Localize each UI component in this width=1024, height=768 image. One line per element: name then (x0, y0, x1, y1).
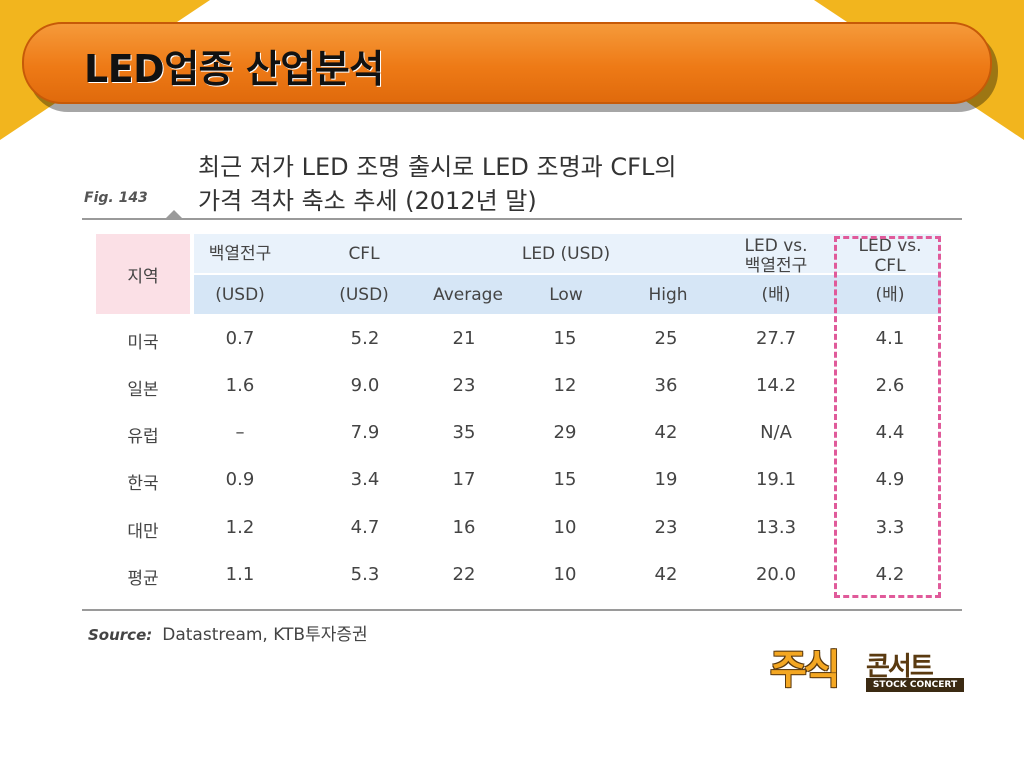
cell-incandescent: 0.7 (225, 328, 255, 349)
header-row-1 (194, 234, 941, 273)
cell-incandescent: 1.2 (225, 517, 255, 538)
cell-incandescent: – (235, 422, 245, 443)
cell-cfl: 9.0 (350, 375, 380, 396)
figure-title-line-2: 가격 격차 축소 추세 (2012년 말) (198, 187, 537, 215)
cell-led-low: 10 (553, 517, 577, 538)
cell-led-average: 16 (452, 517, 476, 538)
header-led-vs-incandescent-unit: (배) (761, 285, 791, 305)
title-banner: LED업종 산업분석 (22, 22, 992, 104)
cell-led-vs-cfl: 4.9 (875, 469, 905, 490)
cell-led-vs-incandescent: 20.0 (755, 564, 797, 585)
cell-cfl: 3.4 (350, 469, 380, 490)
cell-led-vs-cfl: 2.6 (875, 375, 905, 396)
header-region: 지역 (96, 234, 190, 314)
cell-led-average: 17 (452, 469, 476, 490)
cell-led-high: 42 (654, 564, 678, 585)
header-led-average: Average (433, 285, 503, 305)
source-note: Source: Datastream, KTB투자증권 (88, 620, 368, 645)
cell-led-high: 42 (654, 422, 678, 443)
stock-concert-logo: 주식 콘서트 STOCK CONCERT (770, 644, 964, 696)
cell-led-vs-cfl: 4.4 (875, 422, 905, 443)
cell-led-high: 25 (654, 328, 678, 349)
header-led-vs-cfl-unit: (배) (875, 285, 905, 305)
header-incandescent-unit: (USD) (215, 285, 265, 305)
table-top-rule (82, 218, 962, 220)
table-bottom-rule (82, 609, 962, 611)
cell-incandescent: 1.6 (225, 375, 255, 396)
cell-led-low: 15 (553, 469, 577, 490)
cell-led-average: 22 (452, 564, 476, 585)
row-region: 대만 (127, 522, 159, 542)
slide-title: LED업종 산업분석 (84, 47, 384, 91)
table-row: 평균 1.1 5.3 22 10 42 20.0 4.2 (96, 564, 941, 589)
table-row: 대만 1.2 4.7 16 10 23 13.3 3.3 (96, 517, 941, 542)
cell-led-low: 12 (553, 375, 577, 396)
logo-small-text: 콘서트 (866, 652, 934, 682)
cell-incandescent: 1.1 (225, 564, 255, 585)
header-incandescent: 백열전구 (208, 244, 272, 264)
row-region: 한국 (127, 474, 159, 494)
cell-cfl: 7.9 (350, 422, 380, 443)
header-led-vs-incandescent-line-2: 백열전구 (744, 256, 808, 276)
cell-led-vs-incandescent: 19.1 (755, 469, 797, 490)
header-led-vs-cfl: LED vs. CFL (842, 236, 938, 276)
header-led-vs-cfl-line-1: LED vs. (858, 236, 922, 256)
header-row-2 (194, 275, 941, 314)
header-led-high: High (648, 285, 688, 305)
cell-led-vs-incandescent: 13.3 (755, 517, 797, 538)
source-text: Datastream, KTB투자증권 (162, 625, 368, 645)
cell-led-vs-cfl: 4.1 (875, 328, 905, 349)
figure-title: 최근 저가 LED 조명 출시로 LED 조명과 CFL의 가격 격차 축소 추… (198, 150, 918, 218)
cell-led-vs-incandescent: 27.7 (755, 328, 797, 349)
figure-title-line-1: 최근 저가 LED 조명 출시로 LED 조명과 CFL의 (198, 153, 677, 181)
row-region: 유럽 (127, 427, 159, 447)
led-vs-cfl-highlight-box (834, 236, 941, 598)
header-led-group: LED (USD) (521, 244, 611, 264)
table-row: 일본 1.6 9.0 23 12 36 14.2 2.6 (96, 375, 941, 400)
row-region: 미국 (127, 333, 159, 353)
cell-led-vs-cfl: 4.2 (875, 564, 905, 585)
figure-label-notch (166, 210, 182, 218)
source-label: Source: (88, 626, 153, 644)
logo-big-text: 주식 (770, 647, 841, 693)
table-row: 미국 0.7 5.2 21 15 25 27.7 4.1 (96, 328, 941, 353)
logo-subtitle: STOCK CONCERT (866, 678, 964, 692)
cell-incandescent: 0.9 (225, 469, 255, 490)
cell-led-average: 35 (452, 422, 476, 443)
cell-led-average: 21 (452, 328, 476, 349)
cell-cfl: 4.7 (350, 517, 380, 538)
header-cfl: CFL (348, 244, 380, 264)
cell-led-high: 23 (654, 517, 678, 538)
header-led-vs-incandescent-line-1: LED vs. (744, 236, 808, 256)
header-led-low: Low (549, 285, 583, 305)
header-led-vs-cfl-line-2: CFL (874, 256, 906, 276)
cell-cfl: 5.3 (350, 564, 380, 585)
header-cfl-unit: (USD) (339, 285, 389, 305)
cell-led-vs-cfl: 3.3 (875, 517, 905, 538)
cell-led-vs-incandescent: 14.2 (755, 375, 797, 396)
cell-led-high: 19 (654, 469, 678, 490)
cell-cfl: 5.2 (350, 328, 380, 349)
row-region: 일본 (127, 380, 159, 400)
cell-led-high: 36 (654, 375, 678, 396)
header-led-vs-incandescent: LED vs. 백열전구 (726, 236, 826, 276)
cell-led-low: 29 (553, 422, 577, 443)
figure-label: Fig. 143 (84, 190, 148, 206)
cell-led-low: 10 (553, 564, 577, 585)
cell-led-vs-incandescent: N/A (760, 422, 792, 443)
cell-led-low: 15 (553, 328, 577, 349)
cell-led-average: 23 (452, 375, 476, 396)
row-region: 평균 (127, 569, 159, 589)
table-row: 한국 0.9 3.4 17 15 19 19.1 4.9 (96, 469, 941, 494)
table-row: 유럽 – 7.9 35 29 42 N/A 4.4 (96, 422, 941, 447)
